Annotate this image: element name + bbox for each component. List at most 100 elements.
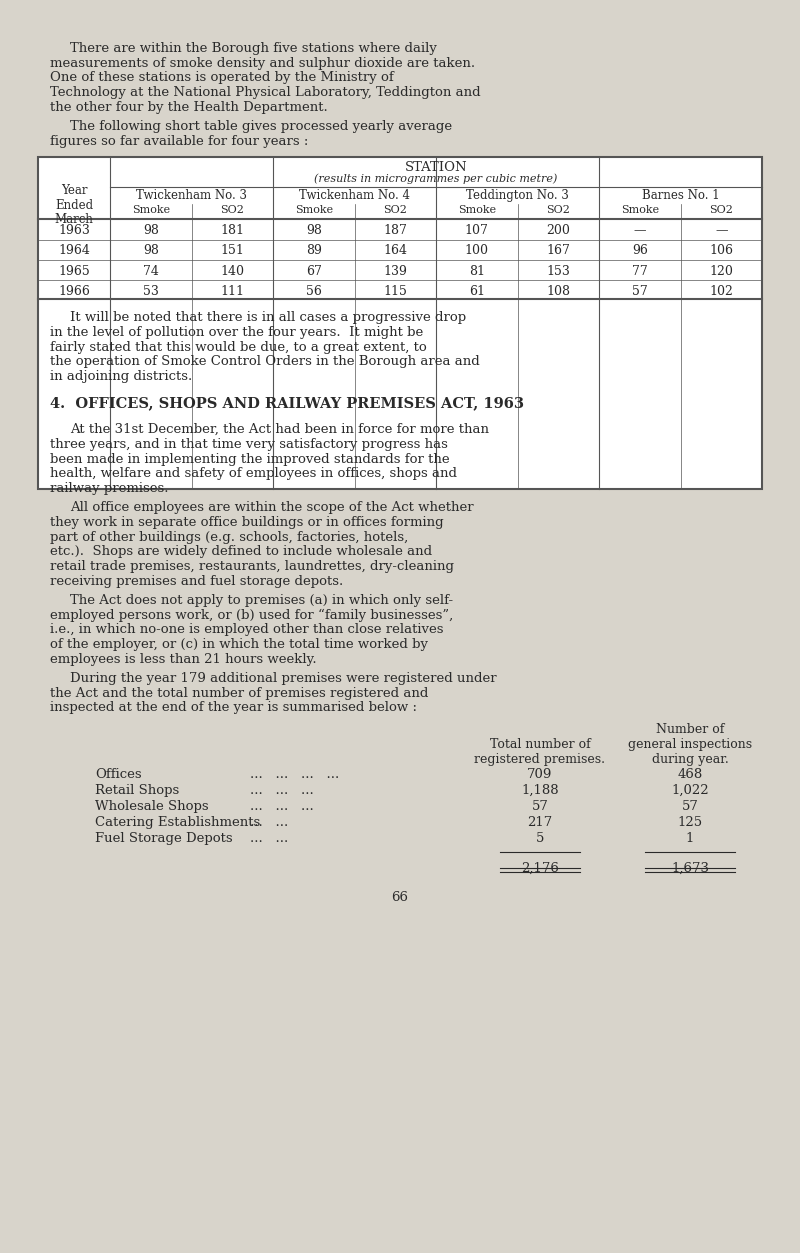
- Text: ...   ...: ... ...: [250, 816, 288, 829]
- Text: Retail Shops: Retail Shops: [95, 784, 179, 797]
- Text: Wholesale Shops: Wholesale Shops: [95, 801, 209, 813]
- Text: 2,176: 2,176: [521, 862, 559, 875]
- Text: Smoke: Smoke: [621, 205, 659, 216]
- Text: One of these stations is operated by the Ministry of: One of these stations is operated by the…: [50, 71, 394, 84]
- Text: SO2: SO2: [220, 205, 244, 216]
- Text: i.e., in which no-one is employed other than close relatives: i.e., in which no-one is employed other …: [50, 623, 443, 637]
- Text: 4.  OFFICES, SHOPS AND RAILWAY PREMISES ACT, 1963: 4. OFFICES, SHOPS AND RAILWAY PREMISES A…: [50, 397, 524, 411]
- Text: 57: 57: [682, 801, 698, 813]
- Text: 217: 217: [527, 816, 553, 829]
- Text: 115: 115: [383, 284, 407, 298]
- Text: 151: 151: [220, 244, 244, 257]
- Text: 1,188: 1,188: [521, 784, 559, 797]
- Text: 1,022: 1,022: [671, 784, 709, 797]
- Text: There are within the Borough five stations where daily: There are within the Borough five statio…: [70, 43, 437, 55]
- Text: ...   ...   ...: ... ... ...: [250, 784, 314, 797]
- Text: Offices: Offices: [95, 768, 142, 781]
- Text: The Act does not apply to premises (a) in which only self-: The Act does not apply to premises (a) i…: [70, 594, 453, 606]
- Text: It will be noted that there is in all cases a progressive drop: It will be noted that there is in all ca…: [70, 311, 466, 325]
- Text: 153: 153: [546, 264, 570, 277]
- Text: 187: 187: [383, 224, 407, 237]
- Text: (results in microgrammes per cubic metre): (results in microgrammes per cubic metre…: [314, 174, 558, 184]
- Text: during year.: during year.: [652, 753, 728, 766]
- Text: figures so far available for four years :: figures so far available for four years …: [50, 135, 308, 148]
- Text: the operation of Smoke Control Orders in the Borough area and: the operation of Smoke Control Orders in…: [50, 356, 480, 368]
- Text: —: —: [715, 224, 727, 237]
- Text: etc.).  Shops are widely defined to include wholesale and: etc.). Shops are widely defined to inclu…: [50, 545, 432, 559]
- Text: 107: 107: [465, 224, 489, 237]
- Text: 125: 125: [678, 816, 702, 829]
- Text: SO2: SO2: [710, 205, 733, 216]
- Text: 98: 98: [306, 224, 322, 237]
- Text: 57: 57: [531, 801, 549, 813]
- Text: 111: 111: [220, 284, 244, 298]
- Text: fairly stated that this would be due, to a great extent, to: fairly stated that this would be due, to…: [50, 341, 426, 353]
- Text: 57: 57: [632, 284, 648, 298]
- Text: 89: 89: [306, 244, 322, 257]
- Text: 66: 66: [391, 891, 409, 905]
- Text: Teddington No. 3: Teddington No. 3: [466, 189, 569, 202]
- Text: in adjoining districts.: in adjoining districts.: [50, 370, 192, 383]
- Text: Smoke: Smoke: [294, 205, 333, 216]
- Text: Smoke: Smoke: [132, 205, 170, 216]
- Text: ...   ...   ...: ... ... ...: [250, 801, 314, 813]
- Text: Ended: Ended: [55, 199, 93, 212]
- Text: Fuel Storage Depots: Fuel Storage Depots: [95, 832, 233, 846]
- Text: they work in separate office buildings or in offices forming: they work in separate office buildings o…: [50, 516, 444, 529]
- Text: receiving premises and fuel storage depots.: receiving premises and fuel storage depo…: [50, 575, 343, 588]
- Text: Catering Establishments: Catering Establishments: [95, 816, 260, 829]
- Text: ...   ...: ... ...: [250, 832, 288, 846]
- Text: 468: 468: [678, 768, 702, 781]
- Text: All office employees are within the scope of the Act whether: All office employees are within the scop…: [70, 501, 474, 514]
- Text: During the year 179 additional premises were registered under: During the year 179 additional premises …: [70, 672, 497, 685]
- Text: 164: 164: [383, 244, 407, 257]
- Text: 74: 74: [143, 264, 158, 277]
- Text: three years, and in that time very satisfactory progress has: three years, and in that time very satis…: [50, 437, 448, 451]
- Text: Number of: Number of: [656, 723, 724, 737]
- Text: Smoke: Smoke: [458, 205, 496, 216]
- Text: 1: 1: [686, 832, 694, 846]
- Text: 1,673: 1,673: [671, 862, 709, 875]
- Text: 181: 181: [220, 224, 244, 237]
- Text: 108: 108: [546, 284, 570, 298]
- Text: Twickenham No. 3: Twickenham No. 3: [136, 189, 247, 202]
- Text: Twickenham No. 4: Twickenham No. 4: [299, 189, 410, 202]
- Text: 1965: 1965: [58, 264, 90, 277]
- Text: railway premises.: railway premises.: [50, 482, 169, 495]
- Text: been made in implementing the improved standards for the: been made in implementing the improved s…: [50, 452, 450, 466]
- Text: registered premises.: registered premises.: [474, 753, 606, 766]
- Text: 1963: 1963: [58, 224, 90, 237]
- Text: employed persons work, or (b) used for “family businesses”,: employed persons work, or (b) used for “…: [50, 609, 454, 621]
- Text: At the 31st December, the Act had been in force for more than: At the 31st December, the Act had been i…: [70, 424, 489, 436]
- Text: 61: 61: [469, 284, 485, 298]
- Text: March: March: [54, 213, 94, 226]
- Text: in the level of pollution over the four years.  It might be: in the level of pollution over the four …: [50, 326, 423, 338]
- Text: 1964: 1964: [58, 244, 90, 257]
- Text: 120: 120: [710, 264, 733, 277]
- Text: measurements of smoke density and sulphur dioxide are taken.: measurements of smoke density and sulphu…: [50, 56, 475, 70]
- Text: —: —: [634, 224, 646, 237]
- Text: Barnes No. 1: Barnes No. 1: [642, 189, 719, 202]
- Text: general inspections: general inspections: [628, 738, 752, 752]
- Text: 1966: 1966: [58, 284, 90, 298]
- Text: retail trade premises, restaurants, laundrettes, dry-cleaning: retail trade premises, restaurants, laun…: [50, 560, 454, 573]
- Text: 77: 77: [632, 264, 648, 277]
- Text: health, welfare and safety of employees in offices, shops and: health, welfare and safety of employees …: [50, 467, 457, 480]
- Text: SO2: SO2: [546, 205, 570, 216]
- Text: Technology at the National Physical Laboratory, Teddington and: Technology at the National Physical Labo…: [50, 86, 481, 99]
- Text: 102: 102: [710, 284, 733, 298]
- Text: part of other buildings (e.g. schools, factories, hotels,: part of other buildings (e.g. schools, f…: [50, 530, 408, 544]
- Text: 81: 81: [469, 264, 485, 277]
- Text: 96: 96: [632, 244, 648, 257]
- Text: SO2: SO2: [383, 205, 407, 216]
- Text: of the employer, or (c) in which the total time worked by: of the employer, or (c) in which the tot…: [50, 638, 428, 652]
- Text: inspected at the end of the year is summarised below :: inspected at the end of the year is summ…: [50, 702, 417, 714]
- Text: 140: 140: [220, 264, 244, 277]
- Text: 106: 106: [710, 244, 734, 257]
- Text: employees is less than 21 hours weekly.: employees is less than 21 hours weekly.: [50, 653, 317, 665]
- Text: 200: 200: [546, 224, 570, 237]
- Text: the Act and the total number of premises registered and: the Act and the total number of premises…: [50, 687, 428, 699]
- Text: The following short table gives processed yearly average: The following short table gives processe…: [70, 120, 452, 133]
- Text: 5: 5: [536, 832, 544, 846]
- Text: STATION: STATION: [405, 160, 467, 174]
